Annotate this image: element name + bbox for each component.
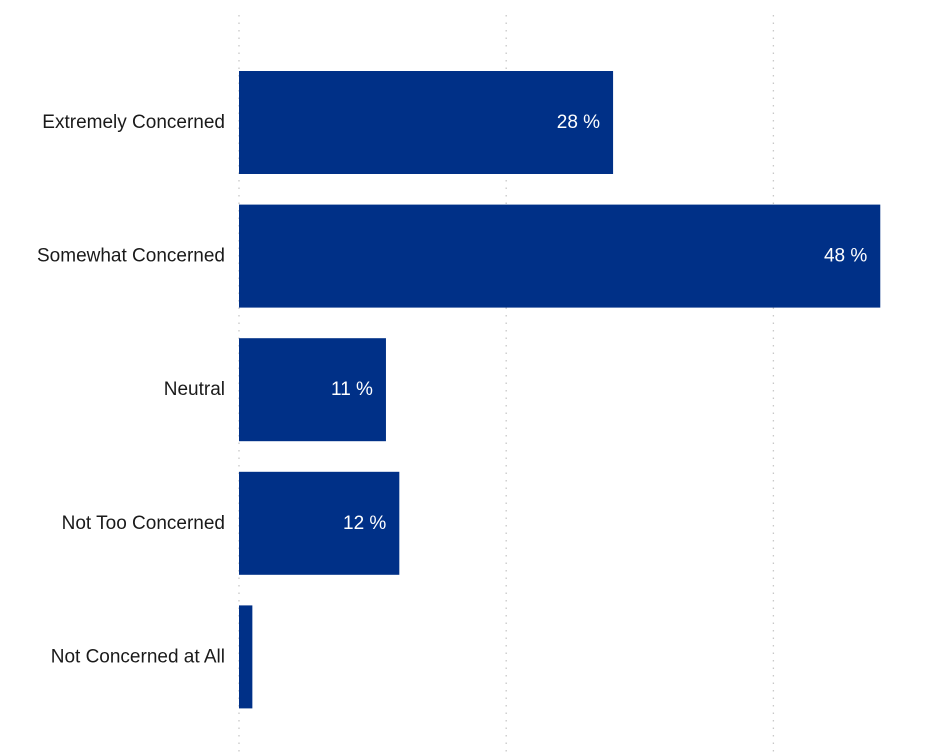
bar-3 — [239, 471, 400, 575]
category-label-0: Extremely Concerned — [42, 112, 225, 133]
value-label-2: 11 % — [331, 379, 373, 400]
category-label-1: Somewhat Concerned — [37, 246, 225, 267]
category-label-4: Not Concerned at All — [51, 646, 225, 667]
bar-2 — [239, 338, 386, 442]
bars — [239, 71, 881, 709]
category-label-3: Not Too Concerned — [62, 513, 225, 534]
category-label-2: Neutral — [164, 379, 225, 400]
value-label-1: 48 % — [824, 246, 867, 267]
bar-4 — [239, 605, 253, 709]
value-label-3: 12 % — [343, 513, 386, 534]
bar-1 — [239, 204, 881, 308]
value-labels: 28 % 48 % 11 % 12 % — [331, 112, 867, 534]
category-labels: Extremely Concerned Somewhat Concerned Neu… — [37, 112, 225, 667]
value-label-0: 28 % — [557, 112, 600, 133]
bar-0 — [239, 71, 614, 174]
